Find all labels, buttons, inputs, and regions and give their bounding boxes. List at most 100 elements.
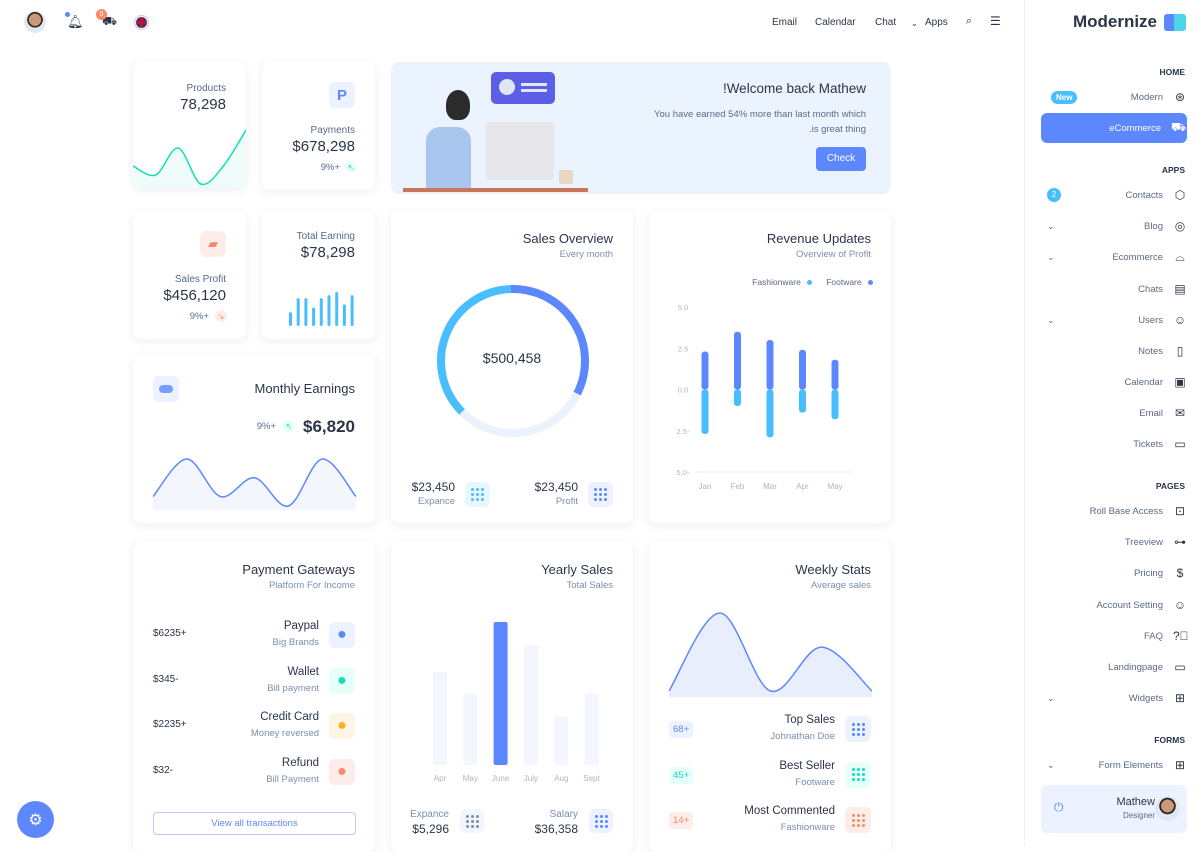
arrow-down-right-icon: ↘ <box>215 310 227 322</box>
y-tick-label: 2.5- <box>677 427 690 436</box>
x-tick-label: Mar <box>763 482 777 491</box>
sidebar-item-landingpage[interactable]: Landingpage ▭ <box>1041 652 1187 682</box>
view-all-transactions-button[interactable]: View all transactions <box>153 812 356 835</box>
donut-segment <box>459 391 581 437</box>
sidebar-item-chats[interactable]: Chats ▤ <box>1041 274 1187 304</box>
gateway-icon: ● <box>329 758 355 785</box>
profile-name: Mathew <box>1116 796 1155 808</box>
check-button[interactable]: Check <box>816 147 866 171</box>
sales-profit-card: ▰ Sales Profit $456,120 9%+ ↘ <box>133 211 246 339</box>
briefcase-icon: ▰ <box>200 231 226 257</box>
payments-value: $678,298 <box>292 138 355 155</box>
gateway-subtitle: Big Brands <box>272 637 319 648</box>
nav-calendar[interactable]: Calendar <box>815 17 856 28</box>
sidebar-item-notes[interactable]: Notes ▯ <box>1041 336 1187 366</box>
payments-label: Payments <box>310 125 355 136</box>
avatar[interactable] <box>1155 796 1180 821</box>
sidebar-item-form-elements[interactable]: ⌄ Form Elements ⊞ <box>1041 750 1187 780</box>
yearly-sales-chart: Apr May June July Aug Sept <box>433 622 601 783</box>
sidebar-item-blog[interactable]: ⌄ Blog ◎ <box>1041 211 1187 241</box>
sidebar-item-faq[interactable]: FAQ ?⃝ <box>1041 621 1189 651</box>
search-icon[interactable]: ⌕ <box>966 15 973 27</box>
yearly-bar <box>493 622 508 765</box>
total-earning-card: Total Earning $78,298 <box>262 211 375 339</box>
earning-bar <box>342 304 346 326</box>
weekly-subtitle: Average sales <box>810 580 871 591</box>
revenue-chart: 5.0 2.5 0.0 2.5- 5.0- Jan Feb Mar Apr May <box>677 303 851 491</box>
sidebar-item-label: Form Elements <box>1098 759 1163 771</box>
grid-dots-icon <box>845 761 871 788</box>
woman-body <box>426 127 471 189</box>
sidebar-item-ecommerce-active[interactable]: eCommerce ⛟ <box>1041 113 1187 143</box>
sidebar-item-widgets[interactable]: ⌄ Widgets ⊞ <box>1041 683 1187 713</box>
uk-flag-icon[interactable] <box>135 16 148 29</box>
gateway-subtitle: Bill payment <box>267 682 319 694</box>
logo-text: Modernize <box>1072 12 1157 31</box>
expance-value: $5,296 <box>412 822 449 836</box>
welcome-banner: !Welcome back Mathew You have earned 54%… <box>391 62 891 194</box>
weekly-stats-card: Weekly Stats Average sales 68+ Top Sales… <box>649 542 891 852</box>
paypal-icon: P <box>329 82 355 108</box>
nav-chat[interactable]: Chat <box>875 17 897 28</box>
sales-donut-chart <box>437 285 589 437</box>
weekly-item-name: Best Seller <box>779 759 835 772</box>
weekly-pill: 68+ <box>669 721 694 738</box>
x-tick-label: Sept <box>583 774 600 783</box>
nav-apps[interactable]: Apps <box>925 17 948 28</box>
sidebar-item-account-setting[interactable]: Account Setting ☺ <box>1041 590 1187 620</box>
grid-dots-icon <box>465 482 490 507</box>
fashionware-bar <box>766 389 774 438</box>
sidebar-item-modern[interactable]: New Modern ⊛ <box>1041 82 1187 112</box>
gateway-icon: ● <box>329 713 355 739</box>
products-label: Products <box>186 83 226 94</box>
x-tick-label: Jan <box>699 482 712 491</box>
earning-bar <box>296 298 300 326</box>
basket-icon: ⌓ <box>1175 249 1185 264</box>
git-merge-icon: ⊶ <box>1174 535 1186 549</box>
weekly-item-subtitle: Johnathan Doe <box>770 731 835 742</box>
menu-icon[interactable]: ☰ <box>990 14 1001 28</box>
layout-grid-icon: ⊞ <box>1174 691 1186 705</box>
bell-icon[interactable]: 🔔︎ <box>67 14 84 29</box>
gateway-amount: $32- <box>153 764 174 776</box>
woman-head <box>446 90 470 120</box>
sidebar-item-pricing[interactable]: Pricing $ <box>1041 558 1187 588</box>
sidebar-item-email[interactable]: Email ✉ <box>1041 398 1187 428</box>
y-tick-label: 0.0 <box>678 386 688 395</box>
section-forms: FORMS <box>1154 735 1185 745</box>
earning-bar <box>312 307 316 326</box>
y-tick-label: 2.5 <box>678 344 688 353</box>
sidebar-item-treeview[interactable]: Treeview ⊶ <box>1041 527 1187 557</box>
settings-fab[interactable]: ⚙ <box>17 801 54 838</box>
y-tick-label: 5.0 <box>678 303 688 312</box>
dollar-icon: $ <box>1176 566 1184 580</box>
sidebar-item-ecommerce[interactable]: ⌄ Ecommerce ⌓ <box>1041 242 1187 272</box>
yearly-bar <box>463 693 478 765</box>
chevron-down-icon: ⌄ <box>1047 220 1055 231</box>
desk <box>403 188 588 192</box>
sidebar-item-roll-base-access[interactable]: Roll Base Access ⊡ <box>1041 496 1187 526</box>
monthly-sparkline <box>153 458 356 510</box>
sidebar-item-calendar[interactable]: Calendar ▣ <box>1041 367 1187 397</box>
profit-label: Profit <box>555 496 578 507</box>
monthly-title: Monthly Earnings <box>254 381 355 396</box>
sidebar-item-contacts[interactable]: 2 Contacts ⬡ <box>1041 180 1187 210</box>
avatar[interactable] <box>24 11 46 33</box>
yearly-bar <box>523 644 538 765</box>
power-icon[interactable]: ⏻ <box>1054 800 1064 814</box>
nav-email[interactable]: Email <box>772 17 798 28</box>
chevron-down-icon[interactable]: ⌄ <box>911 19 918 28</box>
logo: Modernize <box>1073 12 1186 32</box>
earning-bar <box>304 298 308 326</box>
sidebar-item-label: Widgets <box>1128 692 1163 704</box>
footware-bar <box>734 331 741 390</box>
x-tick-label: Apr <box>434 774 447 783</box>
sidebar-item-tickets[interactable]: Tickets ▭ <box>1041 429 1187 459</box>
sidebar-item-users[interactable]: ⌄ Users ☺ <box>1041 305 1187 335</box>
sparkline-line <box>153 458 356 507</box>
profile-role: Designer <box>1122 811 1155 820</box>
earning-bar <box>319 298 323 326</box>
yearly-subtitle: Total Sales <box>566 580 613 591</box>
welcome-text-1: You have earned 54% more than last month… <box>654 109 866 120</box>
sidebar-item-label: Landingpage <box>1108 661 1163 673</box>
